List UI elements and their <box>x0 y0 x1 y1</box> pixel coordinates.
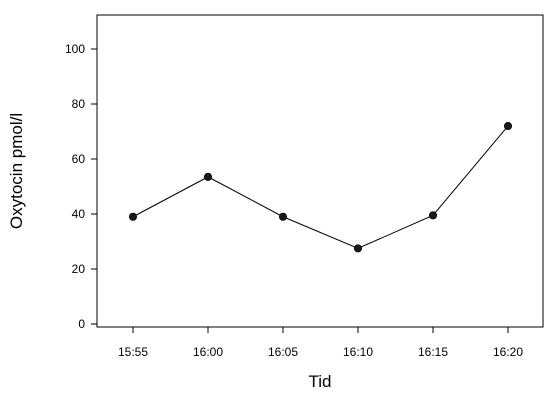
data-point <box>428 211 437 220</box>
plot-frame <box>96 14 544 328</box>
x-axis-title: Tid <box>309 372 332 391</box>
y-tick-label: 80 <box>72 97 86 111</box>
data-point <box>203 172 212 181</box>
data-point <box>503 122 512 131</box>
y-axis-title: Oxytocin pmol/l <box>7 113 26 229</box>
x-tick-label: 16:00 <box>193 345 223 359</box>
x-axis: 15:55 16:00 16:05 16:10 16:15 16:20 <box>118 327 523 359</box>
data-point <box>128 212 137 221</box>
series-line <box>132 125 509 249</box>
x-tick-label: 15:55 <box>118 345 148 359</box>
y-axis: 0 20 40 60 80 100 <box>65 42 97 331</box>
y-tick-label: 20 <box>72 262 86 276</box>
y-tick-label: 40 <box>72 207 86 221</box>
y-tick-label: 0 <box>78 317 85 331</box>
x-tick-label: 16:20 <box>493 345 523 359</box>
x-tick-label: 16:10 <box>343 345 373 359</box>
data-point <box>353 244 362 253</box>
x-tick-label: 16:15 <box>418 345 448 359</box>
series-group <box>128 122 512 253</box>
x-tick-label: 16:05 <box>268 345 298 359</box>
data-point <box>278 212 287 221</box>
y-tick-label: 60 <box>72 152 86 166</box>
y-tick-label: 100 <box>65 42 85 56</box>
